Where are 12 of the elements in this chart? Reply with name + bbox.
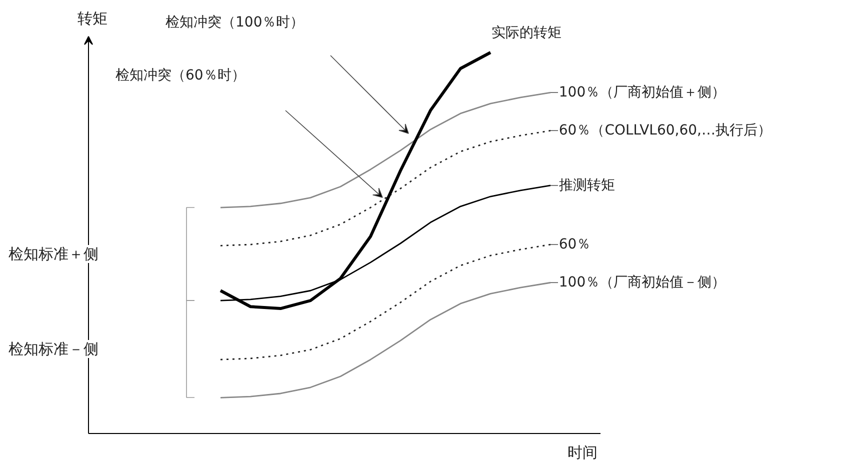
text: 检知标准－侧 <box>8 340 98 358</box>
x-axis-title: 时间 <box>568 444 598 462</box>
series-label: 推测转矩 <box>558 177 615 194</box>
text: 检知标准＋侧 <box>8 245 98 263</box>
series-label: 实际的转矩 <box>492 25 562 42</box>
series-label: 60％ <box>558 236 591 253</box>
series-label: 100％（厂商初始值－侧） <box>558 274 726 291</box>
text: 转矩 <box>78 10 108 28</box>
text: 检知冲突（100％时） <box>166 14 304 30</box>
series-label: 100％（厂商初始值＋侧） <box>558 84 726 101</box>
annotation: 检知冲突（60％时） <box>116 68 246 84</box>
series-label: 60％（COLLVL60,60,…执行后） <box>558 122 772 139</box>
